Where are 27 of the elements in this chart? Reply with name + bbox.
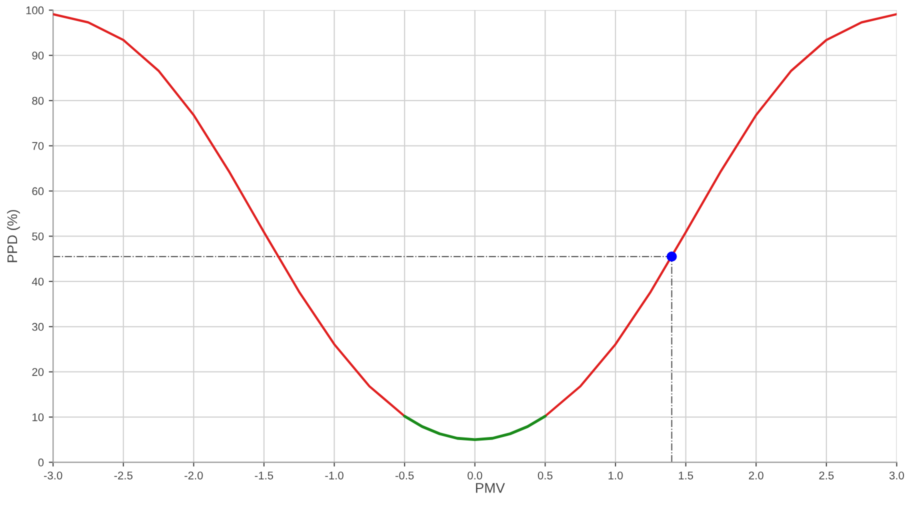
y-tick-label: 40 xyxy=(32,278,44,286)
x-tick-label: 2.5 xyxy=(819,472,834,480)
y-tick-label: 50 xyxy=(32,232,44,240)
x-tick-label: -3.0 xyxy=(44,472,62,480)
y-tick-label: 90 xyxy=(32,52,44,60)
x-tick-label: 0.5 xyxy=(538,472,552,480)
x-tick-label: -0.5 xyxy=(396,472,414,480)
line-series xyxy=(403,414,547,442)
x-axis-title: PMV xyxy=(476,483,505,493)
x-tick-label: 2.0 xyxy=(748,472,764,480)
y-axis-title: PPD (%) xyxy=(7,210,20,262)
x-tick-label: -2.0 xyxy=(184,472,203,480)
x-tick-label: 3.0 xyxy=(889,472,904,480)
y-tick-label: 100 xyxy=(26,6,44,14)
x-tick-label: -2.5 xyxy=(114,472,132,480)
x-tick-label: 1.5 xyxy=(678,472,694,480)
x-tick-label: -1.0 xyxy=(325,472,344,480)
x-tick-label: 0.0 xyxy=(468,472,482,480)
y-tick-label: 80 xyxy=(32,96,44,105)
y-tick-label: 60 xyxy=(32,187,44,196)
y-tick-label: 0 xyxy=(38,458,44,466)
x-tick-label: 1.0 xyxy=(608,472,623,480)
y-tick-label: 20 xyxy=(32,368,44,376)
x-tick-label: -1.5 xyxy=(254,472,274,480)
y-tick-label: 70 xyxy=(32,142,44,150)
y-tick-label: 30 xyxy=(32,322,44,331)
y-tick-label: 10 xyxy=(32,413,44,422)
